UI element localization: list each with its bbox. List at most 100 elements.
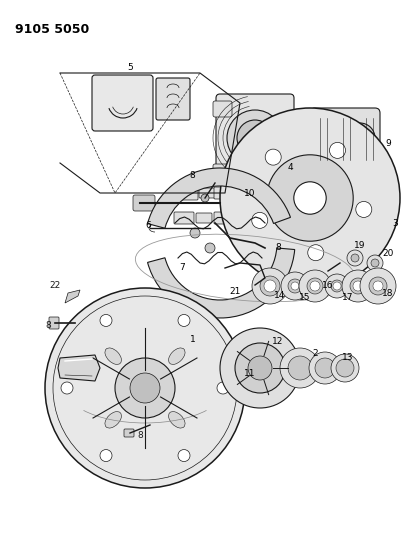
Wedge shape: [148, 248, 295, 318]
Circle shape: [61, 382, 73, 394]
Text: 8: 8: [137, 431, 143, 440]
Polygon shape: [58, 355, 100, 381]
FancyBboxPatch shape: [156, 78, 190, 120]
Text: 9: 9: [385, 139, 391, 148]
Circle shape: [267, 155, 353, 241]
Circle shape: [220, 328, 300, 408]
Circle shape: [307, 278, 323, 294]
Circle shape: [291, 282, 299, 290]
Text: 14: 14: [274, 290, 286, 300]
Circle shape: [264, 280, 276, 292]
Text: 22: 22: [49, 281, 61, 290]
Circle shape: [309, 352, 341, 384]
FancyBboxPatch shape: [133, 195, 155, 211]
FancyBboxPatch shape: [92, 75, 153, 131]
Circle shape: [281, 272, 309, 300]
Circle shape: [325, 274, 349, 298]
Text: 8: 8: [45, 321, 51, 330]
FancyBboxPatch shape: [174, 212, 194, 224]
Circle shape: [371, 259, 379, 267]
Text: 7: 7: [179, 263, 185, 272]
Ellipse shape: [105, 411, 121, 428]
FancyBboxPatch shape: [213, 101, 232, 117]
Circle shape: [227, 110, 283, 166]
Text: 11: 11: [244, 368, 256, 377]
Text: 6: 6: [145, 221, 151, 230]
Text: 13: 13: [342, 353, 354, 362]
Circle shape: [294, 182, 326, 214]
FancyBboxPatch shape: [174, 186, 198, 200]
Text: 10: 10: [244, 189, 256, 198]
Text: 18: 18: [382, 288, 394, 297]
FancyBboxPatch shape: [199, 188, 215, 198]
Text: 16: 16: [322, 280, 334, 289]
FancyBboxPatch shape: [254, 187, 274, 199]
Circle shape: [350, 278, 366, 294]
Circle shape: [315, 123, 345, 153]
Circle shape: [347, 250, 363, 266]
Circle shape: [288, 279, 302, 293]
Text: 4: 4: [287, 164, 293, 173]
Circle shape: [45, 288, 245, 488]
Circle shape: [308, 245, 324, 261]
Text: 9105 5050: 9105 5050: [15, 23, 89, 36]
FancyBboxPatch shape: [216, 94, 294, 182]
Text: 15: 15: [299, 294, 311, 303]
FancyBboxPatch shape: [214, 212, 234, 224]
Circle shape: [336, 359, 354, 377]
Circle shape: [100, 449, 112, 462]
Text: 1: 1: [190, 335, 196, 344]
Circle shape: [356, 201, 372, 217]
FancyBboxPatch shape: [234, 213, 250, 223]
Text: 2: 2: [312, 349, 318, 358]
FancyBboxPatch shape: [214, 187, 234, 199]
FancyBboxPatch shape: [124, 429, 134, 437]
FancyBboxPatch shape: [234, 188, 250, 198]
Circle shape: [360, 268, 396, 304]
Circle shape: [252, 212, 268, 228]
Text: 20: 20: [382, 248, 394, 257]
Circle shape: [310, 281, 320, 291]
Polygon shape: [65, 290, 80, 303]
Ellipse shape: [169, 411, 185, 428]
Circle shape: [265, 149, 281, 165]
Text: 19: 19: [354, 241, 366, 251]
FancyBboxPatch shape: [310, 108, 380, 168]
Circle shape: [130, 373, 160, 403]
Ellipse shape: [169, 348, 185, 365]
Circle shape: [100, 314, 112, 326]
Circle shape: [342, 270, 374, 302]
Circle shape: [345, 123, 375, 153]
Wedge shape: [148, 168, 291, 228]
Circle shape: [280, 348, 320, 388]
Circle shape: [237, 120, 273, 156]
Text: 3: 3: [392, 219, 398, 228]
Circle shape: [252, 268, 288, 304]
Circle shape: [248, 356, 272, 380]
Circle shape: [352, 130, 368, 146]
Circle shape: [315, 358, 335, 378]
Circle shape: [373, 281, 383, 291]
Circle shape: [201, 194, 209, 202]
Text: 12: 12: [272, 336, 284, 345]
Circle shape: [369, 277, 387, 295]
Text: 8: 8: [275, 244, 281, 253]
Text: 5: 5: [127, 63, 133, 72]
FancyBboxPatch shape: [196, 213, 212, 223]
Circle shape: [217, 382, 229, 394]
FancyBboxPatch shape: [272, 188, 286, 197]
Circle shape: [322, 130, 338, 146]
Circle shape: [260, 276, 280, 296]
Circle shape: [205, 243, 215, 253]
Circle shape: [247, 130, 263, 146]
Ellipse shape: [105, 348, 121, 365]
Circle shape: [351, 254, 359, 262]
Circle shape: [330, 142, 346, 158]
Circle shape: [353, 281, 363, 291]
Circle shape: [288, 356, 312, 380]
Circle shape: [235, 343, 285, 393]
FancyBboxPatch shape: [49, 317, 59, 329]
Text: 8: 8: [189, 171, 195, 180]
Circle shape: [331, 354, 359, 382]
Text: 17: 17: [342, 293, 354, 302]
